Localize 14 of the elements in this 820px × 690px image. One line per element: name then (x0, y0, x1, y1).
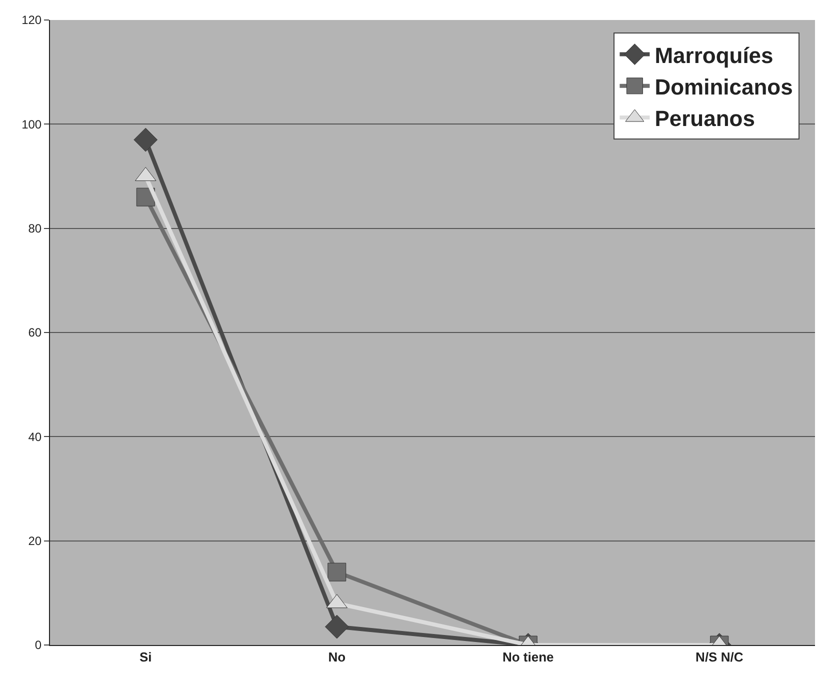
x-tick-label: N/S N/C (696, 650, 744, 665)
y-tick-label: 20 (28, 534, 42, 548)
x-tick-label: Si (139, 650, 152, 665)
legend-label: Peruanos (654, 106, 755, 132)
y-tick-label: 40 (28, 430, 42, 444)
legend-label: Dominicanos (654, 74, 793, 100)
y-tick-label: 60 (28, 326, 42, 340)
y-tick-label: 100 (22, 117, 42, 132)
y-tick-label: 80 (28, 222, 42, 236)
y-tick-label: 0 (34, 638, 42, 652)
legend-label: Marroquíes (654, 42, 774, 68)
x-tick-label: No tiene (502, 650, 554, 665)
x-tick-label: No (328, 650, 346, 665)
y-tick-label: 120 (22, 13, 42, 28)
